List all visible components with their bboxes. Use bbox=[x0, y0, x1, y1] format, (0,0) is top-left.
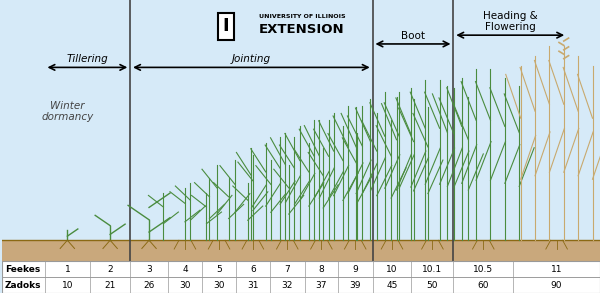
Text: 31: 31 bbox=[247, 281, 259, 290]
Text: Heading &
Flowering: Heading & Flowering bbox=[483, 11, 538, 32]
Bar bbox=[2, 261, 600, 277]
Text: EXTENSION: EXTENSION bbox=[259, 23, 344, 36]
Text: 30: 30 bbox=[179, 281, 191, 290]
Text: 26: 26 bbox=[143, 281, 155, 290]
Text: UNIVERSITY OF ILLINOIS: UNIVERSITY OF ILLINOIS bbox=[259, 13, 346, 19]
Bar bbox=[2, 261, 600, 293]
Text: 37: 37 bbox=[316, 281, 327, 290]
Text: 9: 9 bbox=[352, 265, 358, 274]
Text: 6: 6 bbox=[250, 265, 256, 274]
Text: 10.1: 10.1 bbox=[422, 265, 442, 274]
Text: Tillering: Tillering bbox=[67, 54, 108, 64]
Text: Jointing: Jointing bbox=[232, 54, 271, 64]
Text: 45: 45 bbox=[386, 281, 398, 290]
Text: Zadoks: Zadoks bbox=[5, 281, 41, 290]
Text: I: I bbox=[223, 17, 229, 35]
Text: Boot: Boot bbox=[401, 31, 425, 41]
Text: 8: 8 bbox=[319, 265, 324, 274]
Text: 60: 60 bbox=[478, 281, 489, 290]
Text: 10: 10 bbox=[62, 281, 73, 290]
Text: 30: 30 bbox=[214, 281, 225, 290]
Text: 32: 32 bbox=[281, 281, 293, 290]
Text: 21: 21 bbox=[104, 281, 116, 290]
Bar bbox=[2, 240, 600, 261]
Text: 90: 90 bbox=[551, 281, 562, 290]
Text: 5: 5 bbox=[216, 265, 222, 274]
Text: 11: 11 bbox=[551, 265, 562, 274]
Text: 10: 10 bbox=[386, 265, 398, 274]
Text: 39: 39 bbox=[349, 281, 361, 290]
Text: 1: 1 bbox=[64, 265, 70, 274]
Text: 7: 7 bbox=[284, 265, 290, 274]
Text: 10.5: 10.5 bbox=[473, 265, 493, 274]
Bar bbox=[2, 277, 600, 293]
Text: Winter
dormancy: Winter dormancy bbox=[41, 100, 94, 122]
Text: 50: 50 bbox=[427, 281, 438, 290]
Text: 3: 3 bbox=[146, 265, 152, 274]
Text: 4: 4 bbox=[182, 265, 188, 274]
Text: 2: 2 bbox=[107, 265, 113, 274]
Text: Feekes: Feekes bbox=[5, 265, 41, 274]
